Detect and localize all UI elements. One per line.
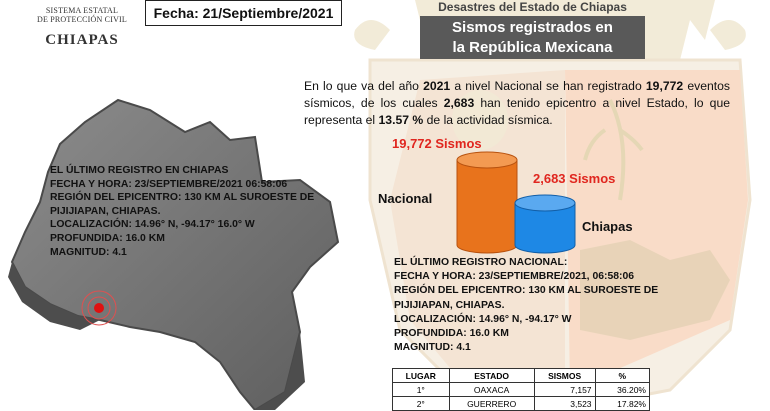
epicenter-marker xyxy=(81,290,117,326)
intro-year: 2021 xyxy=(423,79,451,93)
cell-estado: OAXACA xyxy=(448,382,535,397)
table-row: 1° OAXACA 7,157 36.20% xyxy=(392,382,651,397)
cell-lugar: 2° xyxy=(392,396,450,411)
cell-lugar: 1° xyxy=(392,382,450,397)
national-record-region: REGIÓN DEL EPICENTRO: 130 KM AL SUROESTE… xyxy=(394,285,659,297)
intro-text-3: eventos sísmicos, de los cuales xyxy=(304,79,731,110)
col-estado: ESTADO xyxy=(448,368,535,383)
national-record-title: EL ÚLTIMO REGISTRO NACIONAL: xyxy=(394,257,568,268)
banner-subtitle: Desastres del Estado de Chiapas xyxy=(438,0,627,14)
col-percent: % xyxy=(594,368,651,383)
chiapas-record-region: REGIÓN DEL EPICENTRO: 130 KM AL SUROESTE… xyxy=(50,192,315,204)
title-line-2: la República Mexicana xyxy=(452,39,613,56)
page-title: Sismos registrados en la República Mexic… xyxy=(420,16,645,59)
national-record-datetime: FECHA Y HORA: 23/SEPTIEMBRE/2021, 06:58:… xyxy=(394,271,635,283)
table-header-row: LUGAR ESTADO SISMOS % xyxy=(392,368,651,383)
title-line-1: Sismos registrados en xyxy=(452,19,613,36)
cylinder-chart xyxy=(456,151,576,254)
cell-percent: 17.82% xyxy=(594,396,651,411)
table-row: 2° GUERRERO 3,523 17.82% xyxy=(392,396,651,411)
national-record-location: LOCALIZACIÓN: 14.96° N, -94.17° W xyxy=(394,313,572,325)
national-record-depth: PROFUNDIDA: 16.0 KM xyxy=(394,328,509,340)
col-sismos: SISMOS xyxy=(533,368,596,383)
chiapas-record-title: EL ÚLTIMO REGISTRO EN CHIAPAS xyxy=(50,165,229,176)
state-name: CHIAPAS xyxy=(45,32,119,48)
cell-estado: GUERRERO xyxy=(448,396,535,411)
chiapas-record-depth: PROFUNDIDA: 16.0 KM xyxy=(50,232,165,244)
intro-text-1: En lo que va del año xyxy=(304,79,424,93)
chiapas-record-datetime: FECHA Y HORA: 23/SEPTIEMBRE/2021 06:58:0… xyxy=(50,178,288,190)
national-value-label: 19,772 Sismos xyxy=(392,136,482,151)
national-last-record: EL ÚLTIMO REGISTRO NACIONAL: FECHA Y HOR… xyxy=(394,256,684,355)
chiapas-category-label: Chiapas xyxy=(582,219,633,234)
cell-percent: 36.20% xyxy=(594,382,651,397)
date-box: Fecha: 21/Septiembre/2021 xyxy=(145,0,342,26)
cylinder-nacional xyxy=(456,151,518,254)
ranking-table: LUGAR ESTADO SISMOS % 1° OAXACA 7,157 36… xyxy=(392,368,651,411)
org-line-2: DE PROTECCIÓN CIVIL xyxy=(36,15,128,24)
intro-chiapas-count: 2,683 xyxy=(443,96,475,110)
intro-text-4: han tenido epicentro a nivel Estado, lo … xyxy=(304,96,730,127)
cell-sismos: 3,523 xyxy=(533,396,596,411)
cylinder-chiapas xyxy=(514,194,576,254)
col-lugar: LUGAR xyxy=(392,368,450,383)
intro-paragraph: En lo que va del año 2021 a nivel Nacion… xyxy=(304,78,730,129)
chiapas-record-magnitude: MAGNITUD: 4.1 xyxy=(50,246,127,258)
cell-sismos: 7,157 xyxy=(533,382,596,397)
national-record-region-2: PIJIJIAPAN, CHIAPAS. xyxy=(394,299,505,311)
chiapas-last-record: EL ÚLTIMO REGISTRO EN CHIAPAS FECHA Y HO… xyxy=(50,164,340,259)
intro-text-5: de la actividad sísmica. xyxy=(423,113,553,127)
chiapas-record-location: LOCALIZACIÓN: 14.96° N, -94.17° 16.0° W xyxy=(50,219,255,231)
national-record-magnitude: MAGNITUD: 4.1 xyxy=(394,342,471,354)
intro-national-count: 19,772 xyxy=(645,79,684,93)
chiapas-value-label: 2,683 Sismos xyxy=(533,171,616,186)
intro-percent: 13.57 % xyxy=(378,113,424,127)
org-line-1: SISTEMA ESTATAL xyxy=(45,6,119,15)
intro-text-2: a nivel Nacional se han registrado xyxy=(450,79,646,93)
chiapas-record-region-2: PIJIJIAPAN, CHIAPAS. xyxy=(50,205,161,217)
national-category-label: Nacional xyxy=(378,191,433,206)
organization-name: SISTEMA ESTATAL DE PROTECCIÓN CIVIL xyxy=(22,6,142,24)
